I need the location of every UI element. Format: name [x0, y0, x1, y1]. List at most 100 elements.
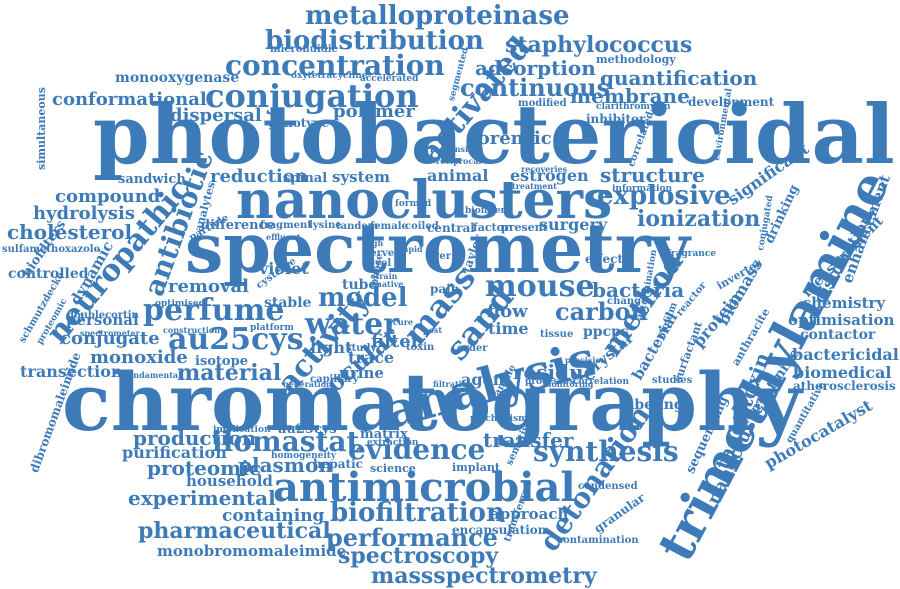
word-cloud-term: membrane — [570, 84, 690, 108]
word-cloud-term: change — [607, 296, 648, 307]
word-cloud-term: fundamental — [124, 370, 182, 380]
word-cloud-term: chemistry — [802, 294, 886, 312]
word-cloud-term: trace — [348, 348, 395, 367]
word-cloud-term: study — [346, 343, 377, 354]
word-cloud-term: female — [370, 221, 408, 232]
word-cloud-term: spinal — [283, 171, 328, 186]
word-cloud-term: adsorption — [475, 56, 596, 80]
word-cloud-term: bacteria — [592, 278, 685, 302]
word-cloud-term: cure — [393, 317, 413, 327]
word-cloud-term: chromatography — [62, 355, 802, 449]
word-cloud-term: carbon — [555, 297, 649, 326]
word-cloud-term: performance — [326, 523, 498, 552]
word-cloud-term: animal — [427, 166, 489, 185]
word-cloud-term: science — [370, 462, 416, 475]
word-cloud-term: encapsulation — [452, 523, 547, 537]
word-cloud-term: accelerated — [360, 74, 419, 84]
word-cloud-term: level — [365, 258, 392, 269]
word-cloud-term: monooxygenase — [115, 70, 240, 86]
word-cloud-term: compound — [55, 186, 161, 207]
word-cloud-term: spectroscopy — [338, 543, 499, 569]
word-cloud-term: effluent — [266, 232, 301, 242]
word-cloud-term: information — [612, 184, 673, 194]
word-cloud-term: concentration — [225, 49, 445, 82]
word-cloud-term: doublecortin — [67, 310, 139, 321]
word-cloud-term: quantification — [600, 66, 758, 90]
word-cloud-term: metalloproteinase — [305, 1, 570, 31]
word-cloud-term: proteomic — [147, 456, 262, 480]
word-cloud-term: coiled — [405, 221, 439, 232]
word-cloud-term: studies — [652, 375, 693, 386]
word-cloud-term: staphylococcus — [505, 32, 693, 58]
word-cloud-term: liver — [426, 251, 452, 262]
word-cloud-term: construction — [163, 325, 221, 335]
word-cloud-term: evidence — [348, 433, 486, 466]
word-cloud-term: cholesterol — [7, 220, 133, 244]
word-cloud-term: material — [177, 360, 282, 386]
word-cloud-term: responsible — [430, 144, 482, 154]
word-cloud-term: removal — [168, 276, 249, 297]
word-cloud-term: agent — [461, 370, 512, 389]
word-cloud-term: residue — [513, 360, 597, 384]
word-cloud-term: approach — [490, 505, 569, 523]
word-cloud-term: hydrolysis — [33, 203, 136, 224]
word-cloud-term: massspectrometry — [371, 563, 597, 589]
word-cloud-term: modified — [518, 98, 567, 109]
word-cloud-term: fragrance — [667, 249, 717, 259]
word-cloud-term: strain — [371, 271, 398, 281]
word-cloud-term: forensic — [470, 128, 552, 149]
word-cloud-term: mechanism — [470, 414, 528, 424]
word-cloud-term: water — [305, 307, 400, 342]
word-cloud-term: ionization — [637, 206, 761, 232]
word-cloud-term: containing — [222, 506, 325, 526]
word-cloud-term: extraction — [367, 438, 419, 448]
word-cloud-term: recoveries — [521, 164, 568, 174]
word-cloud-term: development — [688, 95, 775, 109]
word-cloud-term: surgery — [539, 215, 608, 234]
word-cloud-term: homogeneity — [271, 451, 337, 461]
word-cloud-term: genotype — [268, 116, 330, 130]
word-cloud-term: conjugate — [60, 328, 160, 349]
word-cloud-term: optimised — [155, 299, 205, 309]
word-cloud-term: biodistribution — [265, 26, 484, 56]
word-cloud-term: spectrometer — [80, 328, 140, 338]
word-cloud-term: lysine — [309, 220, 342, 231]
word-cloud-term: matrix — [360, 427, 408, 442]
word-cloud-term: contamination — [557, 535, 639, 546]
word-cloud-term: processes — [525, 377, 575, 387]
word-cloud-term: photobactericidal — [93, 88, 895, 183]
word-cloud-term: structure — [600, 163, 705, 187]
word-cloud-term: toxin — [406, 342, 435, 353]
word-cloud-term: order — [457, 343, 488, 354]
word-cloud-term: conjugation — [205, 77, 419, 115]
word-cloud-term: reduction — [210, 166, 308, 187]
word-cloud-term: time — [488, 319, 529, 338]
word-cloud-term: dispersal — [170, 105, 262, 126]
word-cloud-term: fragment — [260, 220, 312, 231]
word-cloud-term: monobromomaleimide — [157, 542, 347, 560]
word-cloud-term: formed — [395, 199, 432, 209]
word-cloud-term: ppcps — [583, 324, 629, 340]
word-cloud-term: high — [363, 238, 384, 248]
word-cloud-term: condensed — [578, 481, 638, 492]
word-cloud-term: explosive — [597, 181, 731, 211]
word-cloud-term: tissue — [540, 329, 574, 340]
word-cloud-term: au25cys — [168, 322, 304, 357]
word-cloud-term: pharmaceutical — [138, 518, 331, 544]
word-cloud-term: isotope — [195, 354, 248, 369]
word-cloud-term: conformational — [52, 89, 207, 110]
word-cloud-term: contactor — [800, 327, 876, 343]
word-cloud-term: treatment — [512, 181, 557, 191]
word-cloud-term: platform — [250, 323, 294, 333]
word-cloud-term: native — [376, 279, 404, 289]
word-cloud-term: sulfamethoxazole — [2, 244, 100, 255]
word-cloud-term: capillary — [310, 374, 359, 385]
word-cloud-term: urine — [339, 364, 384, 382]
word-cloud-term: experimental — [128, 486, 276, 510]
word-cloud-term: simultaneous — [35, 87, 48, 170]
word-cloud-term: tube — [342, 277, 378, 293]
word-cloud-term: system — [332, 168, 390, 186]
word-cloud-term: central — [427, 221, 475, 235]
word-cloud-term: methodology — [596, 53, 676, 66]
word-cloud-term: pain — [430, 282, 460, 296]
